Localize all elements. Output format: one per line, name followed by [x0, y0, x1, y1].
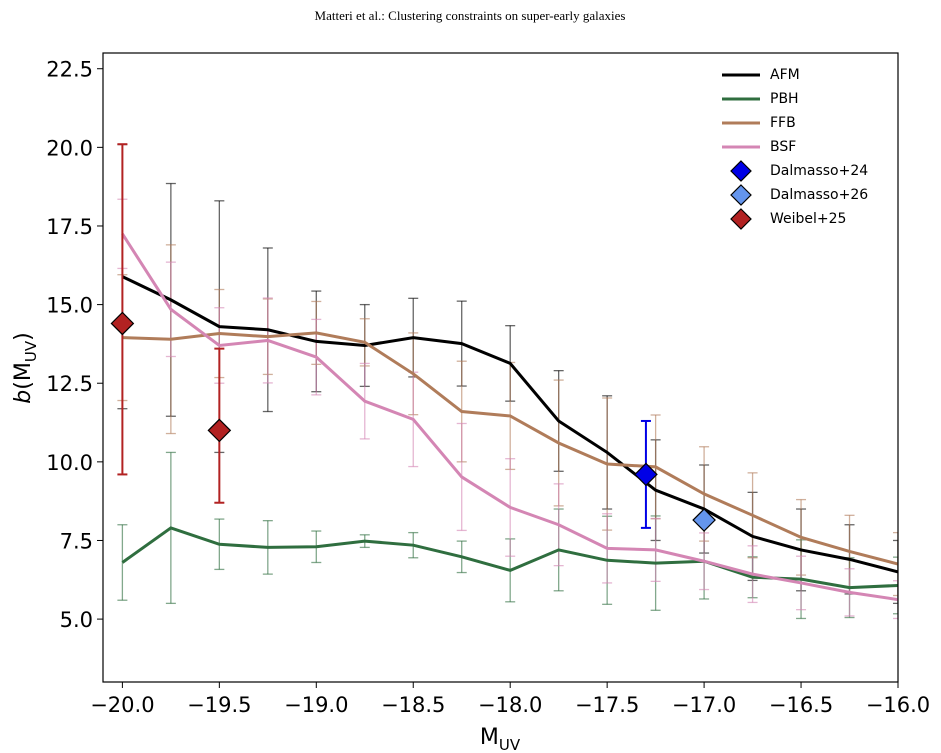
- x-tick-label: −19.0: [284, 693, 348, 717]
- legend-handle: [730, 208, 752, 230]
- y-tick-label: 7.5: [60, 529, 93, 553]
- page-header: Matteri et al.: Clustering constraints o…: [315, 8, 626, 23]
- legend-label: Dalmasso+24: [770, 163, 868, 179]
- series-line: [121, 275, 898, 574]
- data-point: [110, 311, 135, 336]
- error-bar: [893, 556, 898, 615]
- legend-label: Dalmasso+26: [770, 187, 868, 203]
- y-tick-label: 15.0: [46, 294, 93, 318]
- x-tick-label: −18.0: [478, 693, 542, 717]
- y-label-main: (M: [11, 362, 36, 390]
- series-line: [121, 233, 898, 602]
- legend-label: PBH: [770, 91, 799, 107]
- x-tick-label: −18.5: [381, 693, 445, 717]
- x-tick-label: −16.0: [866, 693, 930, 717]
- x-tick-label: −19.5: [187, 693, 251, 717]
- data-point: [692, 508, 716, 532]
- error-bar: [893, 539, 898, 605]
- error-bar: [893, 531, 898, 597]
- y-axis-label: b(MUV): [11, 332, 40, 403]
- y-tick-label: 5.0: [60, 608, 93, 632]
- data-point: [207, 418, 232, 443]
- legend-handle: [730, 184, 752, 206]
- x-tick-label: −16.5: [769, 693, 833, 717]
- y-tick-label: 20.0: [46, 136, 93, 160]
- y-label-sub: UV: [22, 340, 40, 362]
- y-tick-label: 17.5: [46, 215, 93, 239]
- axes-frame: [102, 52, 899, 683]
- error-bar: [893, 580, 898, 620]
- x-tick-label: −17.5: [575, 693, 639, 717]
- x-tick-label: −20.0: [90, 693, 154, 717]
- y-tick-label: 22.5: [46, 58, 93, 82]
- legend-handle: [730, 160, 752, 182]
- x-label-main: M: [480, 725, 499, 750]
- y-tick-label: 12.5: [46, 372, 93, 396]
- plot-area: [110, 143, 898, 620]
- y-label-symbol: b: [11, 390, 36, 404]
- y-tick-label: 10.0: [46, 451, 93, 475]
- error-bar: [117, 143, 128, 476]
- data-point: [634, 462, 658, 487]
- legend-label: BSF: [770, 139, 796, 155]
- legend-label: FFB: [770, 115, 796, 131]
- series-line: [122, 331, 898, 566]
- y-label-close: ): [11, 332, 36, 341]
- x-label-sub: UV: [499, 736, 521, 753]
- legend-label: AFM: [770, 67, 800, 83]
- x-axis-label: MUV: [480, 725, 521, 753]
- x-tick-label: −17.0: [672, 693, 736, 717]
- legend-label: Weibel+25: [770, 211, 846, 227]
